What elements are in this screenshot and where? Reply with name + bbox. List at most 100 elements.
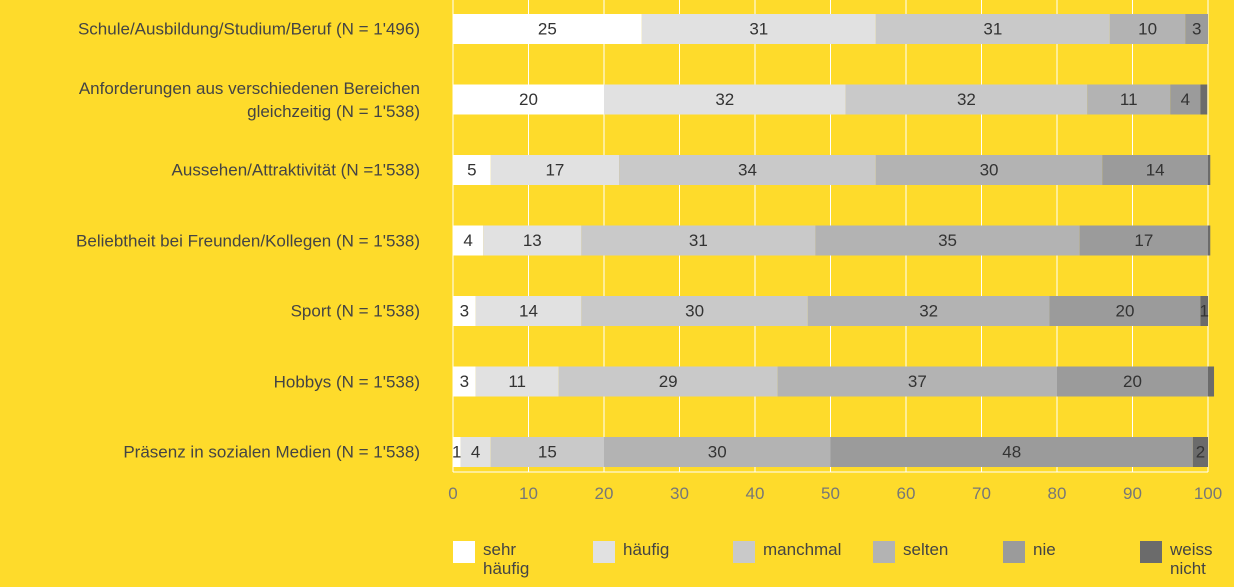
x-tick-label: 10 — [519, 484, 538, 503]
x-tick-label: 70 — [972, 484, 991, 503]
data-label: 14 — [1146, 161, 1165, 180]
data-label: 3 — [460, 372, 469, 391]
data-label: 3 — [1192, 20, 1201, 39]
data-label: 4 — [1181, 90, 1190, 109]
category-label: Hobbys (N = 1'538) — [273, 372, 420, 391]
bar-segment — [453, 155, 491, 185]
x-tick-label: 100 — [1193, 484, 1223, 503]
data-label: 11 — [508, 372, 526, 391]
bar-segment — [453, 296, 476, 326]
data-label: 20 — [519, 90, 538, 109]
data-label: 25 — [538, 20, 557, 39]
data-label: 32 — [919, 302, 938, 321]
x-tick-label: 60 — [896, 484, 916, 503]
data-label: 17 — [1134, 231, 1153, 250]
x-tick-label: 0 — [448, 484, 458, 503]
data-label: 3 — [460, 302, 469, 321]
bar-segment — [1208, 225, 1211, 256]
data-label: 14 — [519, 302, 538, 321]
data-label: 32 — [715, 90, 734, 109]
data-label: 20 — [1115, 302, 1134, 321]
bar-segment — [604, 84, 846, 115]
bar-segment — [453, 14, 642, 44]
category-label: Sport (N = 1'538) — [290, 301, 420, 321]
category-label: Beliebtheit bei Freunden/Kollegen (N = 1… — [76, 231, 420, 250]
data-label: 34 — [738, 161, 757, 180]
data-label: 20 — [1123, 372, 1142, 391]
bar-segment — [1192, 437, 1208, 467]
legend-swatch — [453, 541, 475, 563]
data-label: 30 — [685, 302, 704, 321]
data-label: 32 — [957, 90, 976, 109]
bar-segment — [1208, 155, 1211, 185]
bar-segment — [475, 296, 582, 326]
category-label: Aussehen/Attraktivität (N =1'538) — [171, 160, 420, 180]
data-label: 37 — [908, 372, 927, 391]
bar-segment — [581, 225, 816, 256]
bar-segment — [1057, 366, 1208, 397]
data-label: 30 — [980, 161, 999, 180]
bar-segment — [558, 366, 778, 397]
data-label: 11 — [1120, 90, 1138, 109]
x-tick-label: 30 — [670, 484, 689, 503]
bar-segment — [1170, 84, 1201, 115]
data-label: 4 — [463, 231, 472, 250]
bar-segment — [1087, 84, 1171, 115]
x-tick-label: 40 — [745, 484, 765, 503]
bar-segment — [453, 225, 484, 256]
bar-segment — [1200, 84, 1208, 115]
category-label: Schule/Ausbildung/Studium/Beruf (N = 1'4… — [77, 19, 420, 39]
data-label: 35 — [938, 231, 957, 250]
data-label: 2 — [1196, 443, 1205, 462]
bar-segment — [807, 296, 1050, 326]
bar-segment — [490, 155, 620, 185]
legend-swatch — [593, 541, 615, 563]
bar-segment — [619, 155, 876, 185]
legend-label: weiss nicht — [1170, 540, 1213, 578]
legend-label: sehr häufig — [483, 540, 530, 578]
category-label: Anforderungen aus verschiedenen Bereiche… — [78, 78, 420, 121]
bar-segment — [830, 437, 1193, 467]
bar-segment — [1079, 225, 1208, 256]
x-tick-label: 50 — [821, 484, 840, 503]
data-label: 17 — [545, 161, 564, 180]
bar-segment — [845, 84, 1088, 115]
bar-segment — [490, 437, 604, 467]
bar-segment — [604, 437, 831, 467]
bar-segment — [875, 155, 1103, 185]
data-label: 31 — [689, 231, 708, 250]
x-tick-label: 80 — [1047, 484, 1067, 503]
bar-segment — [453, 84, 604, 115]
data-label: 31 — [749, 20, 768, 39]
bar-segment — [1049, 296, 1201, 326]
data-label: 31 — [983, 20, 1002, 39]
data-label: 4 — [471, 443, 480, 462]
legend-label: nie — [1033, 540, 1056, 559]
bar-segment — [777, 366, 1057, 397]
bar-segment — [460, 437, 491, 467]
data-label: 5 — [467, 161, 476, 180]
x-tick-label: 20 — [594, 484, 614, 503]
bar-segment — [1109, 14, 1186, 44]
legend-swatch — [733, 541, 755, 563]
legend-swatch — [873, 541, 895, 563]
bar-segment — [1200, 296, 1208, 326]
data-label: 1 — [452, 443, 461, 462]
category-label: Präsenz in sozialen Medien (N = 1'538) — [123, 442, 420, 462]
data-label: 1 — [1199, 302, 1208, 321]
bar-segment — [581, 296, 808, 326]
bar-segment — [483, 225, 582, 256]
legend-label: häufig — [623, 540, 670, 559]
bar-segment — [453, 437, 461, 467]
data-label: 48 — [1002, 443, 1021, 462]
data-label: 29 — [659, 372, 678, 391]
bar-segment — [475, 366, 559, 397]
legend-label: manchmal — [763, 540, 842, 559]
x-tick-label: 90 — [1123, 484, 1142, 503]
bar-segment — [453, 366, 476, 397]
data-label: 15 — [538, 443, 557, 462]
bar-segment — [1185, 14, 1208, 44]
legend-label: selten — [903, 540, 949, 559]
